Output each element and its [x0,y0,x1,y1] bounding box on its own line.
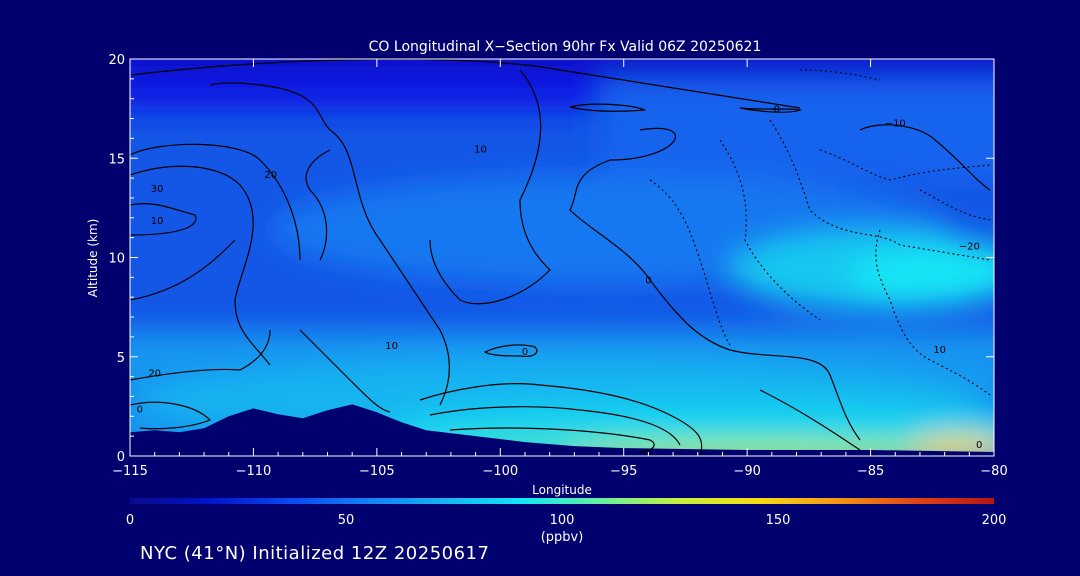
x-tick-label: −95 [610,464,637,479]
negative-contours [649,69,991,396]
contour-label: 20 [264,170,277,181]
terrain [130,404,994,456]
contour-labels: 0 −10 10 20 30 10 −20 0 10 10 0 20 0 0 [137,105,983,451]
contour-label: 0 [645,275,651,286]
contour-label: 20 [148,369,161,380]
contour-label: 10 [385,341,398,352]
initialization-caption: NYC (41°N) Initialized 12Z 20250617 [140,543,490,564]
colorbar-tick-label: 150 [766,513,791,528]
colorbar-tick-label: 50 [338,513,355,528]
y-tick-label: 15 [108,152,125,167]
contour-label: 0 [522,347,528,358]
contour-label: 10 [474,144,487,155]
x-tick-label: −90 [733,464,760,479]
x-tick-label: −80 [980,464,1007,479]
contour-label: −20 [959,242,980,253]
contour-label: 10 [933,345,946,356]
plot-area: 0 −10 10 20 30 10 −20 0 10 10 0 20 0 0 [130,59,994,456]
contour-label: 30 [151,184,164,195]
colorbar-tick-label: 100 [550,513,575,528]
x-tick-label: −105 [359,464,395,479]
y-axis: 0 5 10 15 20 [108,53,994,465]
x-tick-label: −85 [857,464,884,479]
chart-title: CO Longitudinal X−Section 90hr Fx Valid … [369,39,762,55]
x-axis: −115 −110 −105 −100 −95 −90 −85 −80 [112,59,1008,479]
x-tick-label: −115 [112,464,148,479]
contour-lines [130,59,991,456]
x-tick-label: −100 [482,464,518,479]
colorbar [130,498,994,504]
y-tick-label: 0 [117,450,125,465]
y-tick-label: 5 [117,351,125,366]
colorbar-ticks: 0 50 100 150 200 [126,513,1007,528]
colorbar-unit-label: (ppbv) [541,530,584,545]
contour-label: −10 [885,119,906,130]
contour-label: 10 [151,216,164,227]
y-axis-label: Altitude (km) [86,219,100,298]
y-tick-label: 10 [108,252,125,267]
colorbar-tick-label: 200 [982,513,1007,528]
x-tick-label: −110 [236,464,272,479]
contour-label: 0 [774,105,780,116]
contour-label: 0 [976,440,982,451]
y-tick-label: 20 [108,53,125,68]
x-axis-label: Longitude [532,483,592,497]
contour-label: 0 [137,404,143,415]
colorbar-tick-label: 0 [126,513,134,528]
